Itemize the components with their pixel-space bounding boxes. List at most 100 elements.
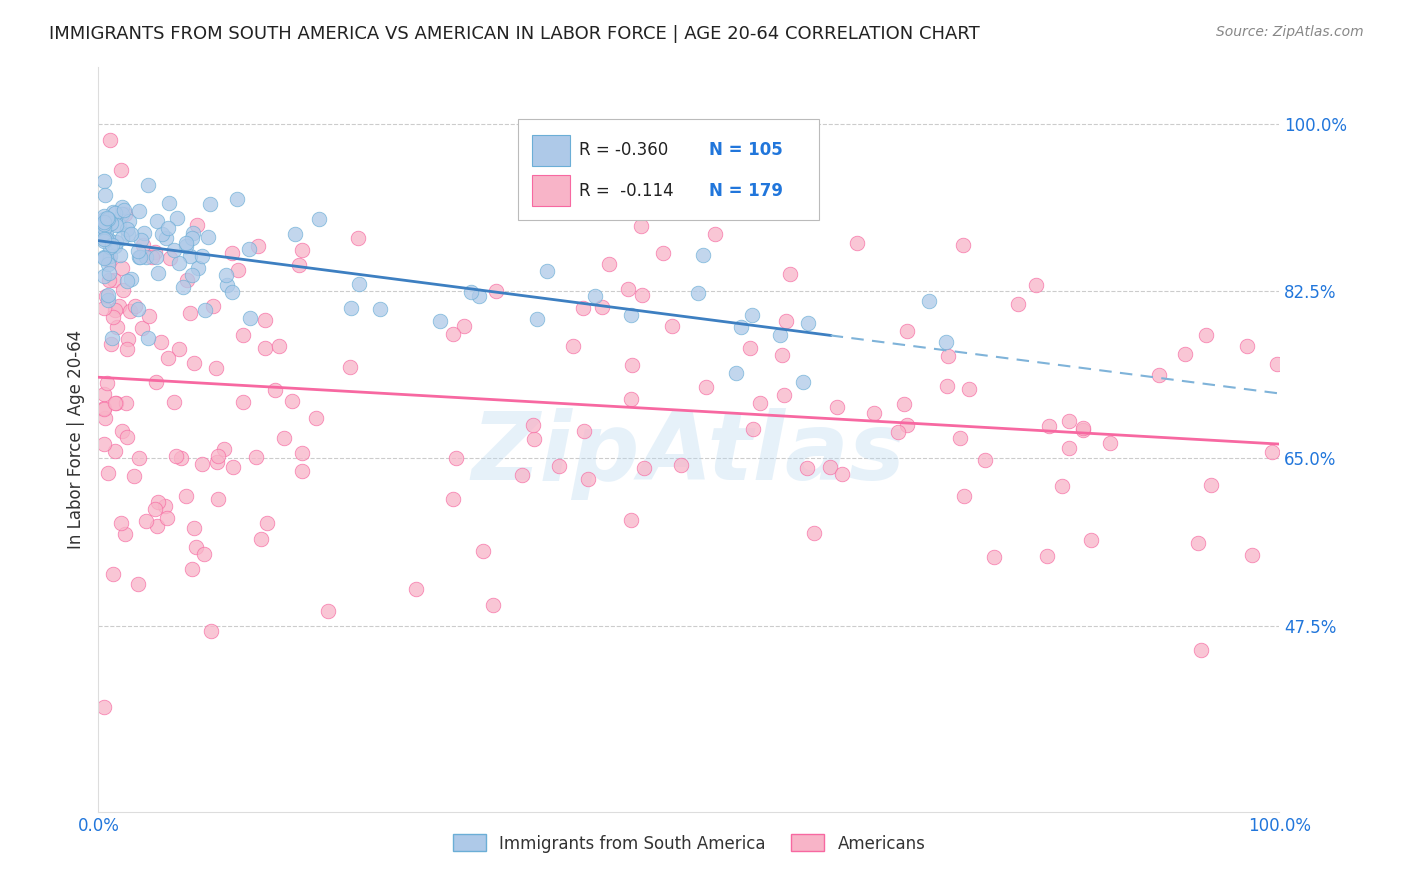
Point [207, 450, 229, 464]
Point [93, 210, 115, 224]
Point [1195, 327, 1218, 342]
Point [468, 288, 491, 302]
Point [132, 238, 155, 252]
Point [347, 231, 370, 245]
Point [269, 339, 291, 353]
Point [526, 312, 548, 326]
Point [281, 394, 304, 409]
Point [103, 273, 125, 287]
Point [138, 178, 160, 192]
Point [131, 320, 153, 334]
Point [101, 310, 124, 324]
Point [181, 231, 204, 245]
Point [536, 264, 558, 278]
Point [93, 250, 115, 264]
Point [104, 235, 127, 250]
Point [1189, 643, 1212, 657]
Legend: Immigrants from South America, Americans: Immigrants from South America, Americans [446, 828, 932, 859]
Point [120, 303, 142, 318]
Point [1025, 277, 1047, 292]
Point [93, 401, 115, 416]
Point [117, 227, 139, 241]
Point [534, 120, 557, 134]
Point [273, 431, 295, 445]
Point [254, 341, 277, 355]
Point [896, 418, 918, 433]
Point [135, 514, 157, 528]
Point [104, 396, 127, 410]
Point [825, 400, 848, 414]
Point [187, 260, 209, 275]
Point [742, 422, 765, 436]
Point [136, 331, 159, 345]
Point [163, 244, 186, 258]
Point [93, 401, 115, 416]
Point [97, 232, 120, 246]
Point [143, 244, 166, 259]
Point [523, 432, 546, 446]
Point [200, 624, 222, 638]
Point [167, 342, 190, 356]
Point [145, 250, 167, 264]
Point [818, 460, 841, 475]
Point [583, 288, 606, 302]
Point [98, 249, 121, 263]
Point [368, 301, 391, 316]
Point [93, 211, 115, 226]
Point [631, 287, 654, 301]
Point [117, 430, 139, 444]
Point [1036, 549, 1059, 563]
Point [93, 227, 115, 242]
Point [104, 444, 127, 458]
Point [176, 273, 198, 287]
Point [572, 424, 595, 438]
Point [183, 521, 205, 535]
Point [1007, 296, 1029, 310]
Point [93, 232, 115, 246]
Point [174, 489, 197, 503]
Point [105, 320, 128, 334]
Point [935, 334, 957, 349]
Point [143, 502, 166, 516]
Point [93, 217, 115, 231]
FancyBboxPatch shape [517, 119, 818, 219]
Point [896, 324, 918, 338]
Point [444, 451, 467, 466]
Point [949, 432, 972, 446]
Point [748, 396, 770, 410]
Point [472, 544, 495, 558]
Point [111, 207, 134, 221]
Point [111, 284, 134, 298]
Point [107, 219, 129, 233]
Point [108, 248, 131, 262]
Point [194, 302, 217, 317]
Point [1038, 419, 1060, 434]
Point [1265, 357, 1288, 371]
Point [256, 516, 278, 530]
Point [221, 285, 243, 299]
Point [215, 278, 238, 293]
Point [695, 379, 717, 393]
Point [153, 499, 176, 513]
Point [620, 392, 643, 406]
Point [128, 250, 150, 264]
Point [725, 367, 748, 381]
Point [96, 376, 118, 391]
Point [633, 460, 655, 475]
Point [239, 310, 262, 325]
Point [111, 200, 134, 214]
Point [155, 230, 177, 244]
Point [453, 318, 475, 333]
Point [692, 248, 714, 262]
Point [222, 460, 245, 475]
Point [201, 299, 224, 313]
Point [93, 215, 115, 229]
Point [792, 375, 814, 389]
Point [179, 306, 201, 320]
Point [163, 394, 186, 409]
Point [150, 227, 173, 241]
Point [686, 285, 709, 300]
Point [703, 227, 725, 242]
Point [93, 251, 115, 265]
Point [796, 461, 818, 475]
